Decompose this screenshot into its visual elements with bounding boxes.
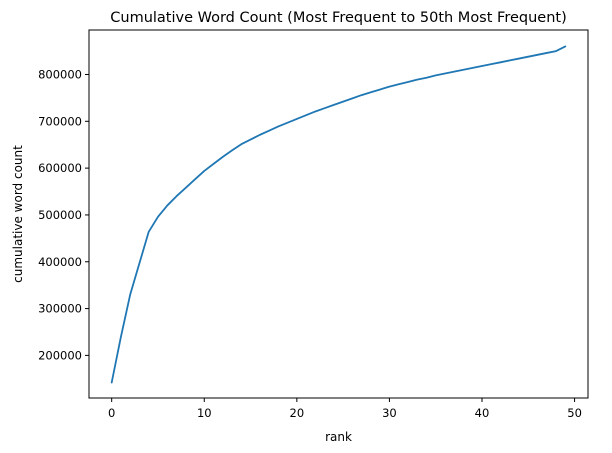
y-tick-label: 300000 (38, 302, 82, 316)
x-tick-label: 0 (108, 406, 115, 420)
y-tick-label: 700000 (38, 114, 82, 128)
x-tick-label: 40 (475, 406, 490, 420)
x-tick-label: 30 (382, 406, 397, 420)
y-tick-label: 200000 (38, 348, 82, 362)
series-group (110, 45, 567, 384)
x-tick-label: 50 (567, 406, 582, 420)
y-axis-label: cumulative word count (11, 145, 25, 283)
plot-area-frame (88, 29, 589, 399)
y-tick-label: 400000 (38, 255, 82, 269)
series-line (110, 45, 567, 384)
chart-title: Cumulative Word Count (Most Frequent to … (110, 10, 566, 26)
x-axis-ticks: 0 10 20 30 40 50 (108, 398, 582, 420)
x-tick-label: 20 (290, 406, 305, 420)
y-tick-label: 600000 (38, 161, 82, 175)
y-tick-label: 800000 (38, 67, 82, 81)
x-axis-label: rank (325, 430, 352, 444)
x-tick-label: 10 (197, 406, 212, 420)
y-axis-ticks: 200000 300000 400000 500000 600000 700000 8000… (38, 67, 89, 362)
y-tick-label: 500000 (38, 208, 82, 222)
